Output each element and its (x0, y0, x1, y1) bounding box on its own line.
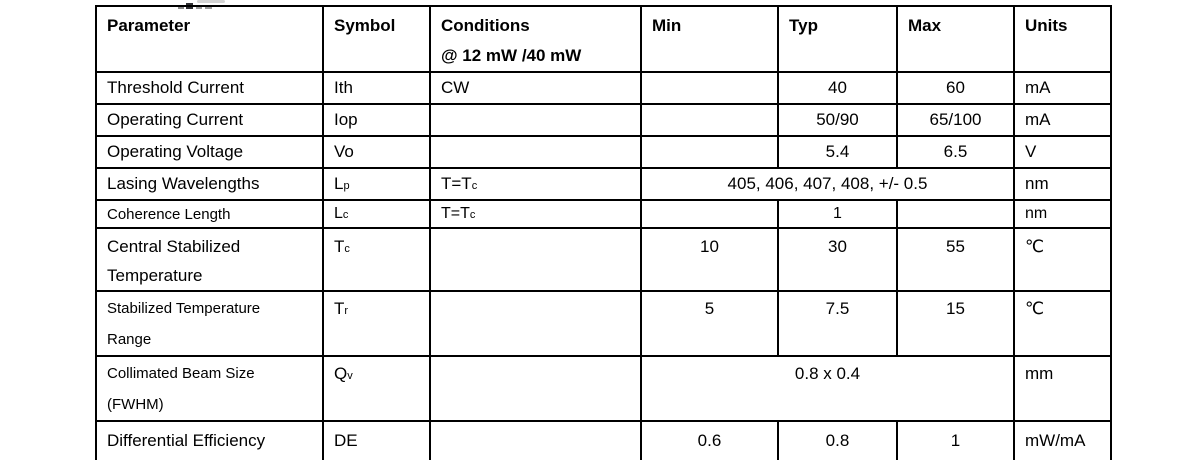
typ-cell: 50/90 (777, 103, 898, 137)
conditions-cell: T=Tc (429, 167, 642, 201)
units-cell: ℃ (1013, 227, 1112, 292)
symbol-cell: Qv (322, 355, 431, 422)
typ-cell: 40 (777, 71, 898, 105)
symbol-cell: DE (322, 420, 431, 460)
symbol-cell: Vo (322, 135, 431, 169)
max-cell: 1 (896, 420, 1015, 460)
min-cell (640, 103, 779, 137)
typ-cell: 5.4 (777, 135, 898, 169)
header-row: Parameter Symbol Conditions @ 12 mW /40 … (95, 5, 1112, 73)
header-max: Max (896, 5, 1015, 73)
stray-smudge (197, 0, 225, 3)
typ-cell: 7.5 (777, 290, 898, 357)
merged-value-cell: 0.8 x 0.4 (640, 355, 1015, 422)
max-cell: 65/100 (896, 103, 1015, 137)
param-cell: Operating Current (95, 103, 324, 137)
typ-cell: 0.8 (777, 420, 898, 460)
units-cell: nm (1013, 199, 1112, 229)
row-stabilized-temperature-range: Stabilized Temperature Range Tr 5 7.5 15… (95, 290, 1112, 357)
header-min: Min (640, 5, 779, 73)
conditions-cell: T=Tc (429, 199, 642, 229)
min-cell (640, 71, 779, 105)
symbol-cell: Ith (322, 71, 431, 105)
units-cell: mA (1013, 103, 1112, 137)
min-cell (640, 135, 779, 169)
header-typ: Typ (777, 5, 898, 73)
max-cell: 15 (896, 290, 1015, 357)
max-cell: 55 (896, 227, 1015, 292)
row-collimated-beam-size: Collimated Beam Size (FWHM) Qv 0.8 x 0.4… (95, 355, 1112, 422)
param-cell: Operating Voltage (95, 135, 324, 169)
conditions-cell (429, 135, 642, 169)
row-central-stabilized-temperature: Central Stabilized Temperature Tc 10 30 … (95, 227, 1112, 292)
conditions-cell (429, 420, 642, 460)
units-cell: nm (1013, 167, 1112, 201)
units-cell: mm (1013, 355, 1112, 422)
symbol-cell: Lc (322, 199, 431, 229)
header-parameter: Parameter (95, 5, 324, 73)
param-cell: Collimated Beam Size (FWHM) (95, 355, 324, 422)
param-cell: Stabilized Temperature Range (95, 290, 324, 357)
conditions-cell (429, 103, 642, 137)
header-conditions-line1: Conditions (441, 16, 530, 35)
symbol-cell: Iop (322, 103, 431, 137)
header-conditions: Conditions @ 12 mW /40 mW (429, 5, 642, 73)
min-cell: 10 (640, 227, 779, 292)
conditions-cell (429, 290, 642, 357)
min-cell: 0.6 (640, 420, 779, 460)
max-cell (896, 199, 1015, 229)
min-cell: 5 (640, 290, 779, 357)
units-cell: mA (1013, 71, 1112, 105)
param-cell: Lasing Wavelengths (95, 167, 324, 201)
units-cell: mW/mA (1013, 420, 1112, 460)
param-cell: Central Stabilized Temperature (95, 227, 324, 292)
row-lasing-wavelengths: Lasing Wavelengths Lp T=Tc 405, 406, 407… (95, 167, 1112, 201)
conditions-cell (429, 227, 642, 292)
row-operating-current: Operating Current Iop 50/90 65/100 mA (95, 103, 1112, 137)
param-cell: Threshold Current (95, 71, 324, 105)
row-operating-voltage: Operating Voltage Vo 5.4 6.5 V (95, 135, 1112, 169)
header-units: Units (1013, 5, 1112, 73)
header-symbol: Symbol (322, 5, 431, 73)
typ-cell: 30 (777, 227, 898, 292)
typ-cell: 1 (777, 199, 898, 229)
symbol-cell: Tc (322, 227, 431, 292)
merged-value-cell: 405, 406, 407, 408, +/- 0.5 (640, 167, 1015, 201)
row-threshold-current: Threshold Current Ith CW 40 60 mA (95, 71, 1112, 105)
conditions-cell (429, 355, 642, 422)
row-differential-efficiency: Differential Efficiency DE 0.6 0.8 1 mW/… (95, 420, 1112, 460)
row-coherence-length: Coherence Length Lc T=Tc 1 nm (95, 199, 1112, 229)
max-cell: 60 (896, 71, 1015, 105)
max-cell: 6.5 (896, 135, 1015, 169)
symbol-cell: Lp (322, 167, 431, 201)
min-cell (640, 199, 779, 229)
symbol-cell: Tr (322, 290, 431, 357)
units-cell: V (1013, 135, 1112, 169)
spec-table: Parameter Symbol Conditions @ 12 mW /40 … (95, 5, 1112, 460)
param-cell: Differential Efficiency (95, 420, 324, 460)
header-conditions-line2: @ 12 mW /40 mW (441, 46, 582, 65)
units-cell: ℃ (1013, 290, 1112, 357)
param-cell: Coherence Length (95, 199, 324, 229)
conditions-cell: CW (429, 71, 642, 105)
